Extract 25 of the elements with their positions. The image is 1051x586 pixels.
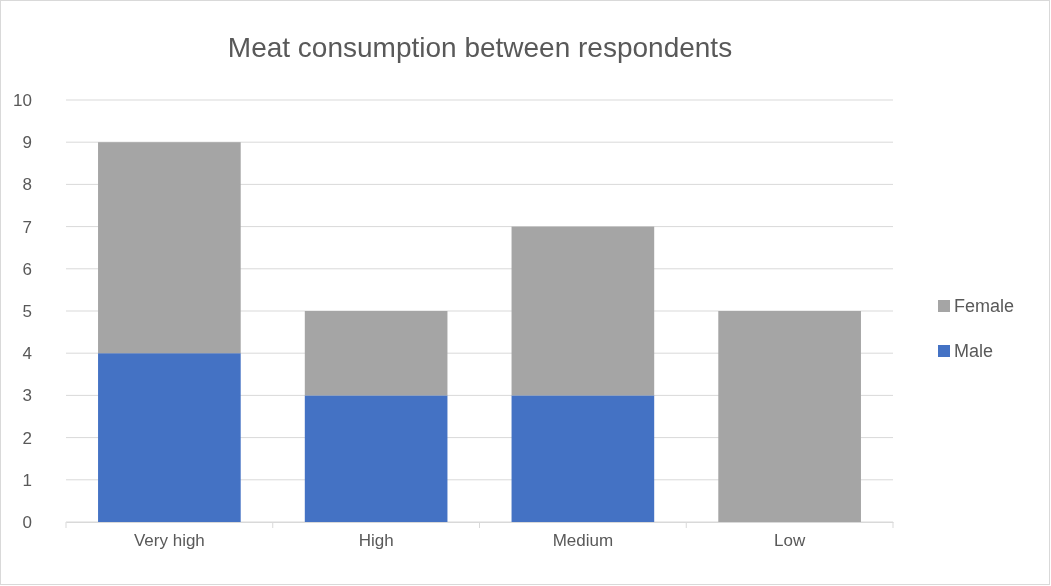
- x-tick-label: Medium: [552, 531, 614, 551]
- bar: [98, 142, 241, 354]
- y-tick-label: 7: [22, 217, 32, 237]
- x-tick-label: High: [358, 531, 394, 551]
- chart-title: Meat consumption between respondents: [227, 32, 733, 63]
- y-tick-label: 6: [22, 259, 32, 279]
- bar: [511, 226, 655, 396]
- y-tick-label: 1: [22, 470, 32, 490]
- legend-label: Female: [954, 296, 1015, 316]
- y-tick-label: 0: [22, 512, 32, 532]
- x-tick-label: Low: [774, 531, 806, 551]
- y-tick-label: 5: [22, 301, 32, 321]
- y-tick-label: 8: [22, 175, 32, 195]
- y-tick-label: 9: [22, 133, 32, 153]
- bar: [511, 395, 655, 522]
- legend-label: Male: [954, 341, 994, 361]
- x-tick-label: Very high: [133, 531, 205, 551]
- bar: [304, 311, 448, 396]
- bar: [718, 311, 861, 522]
- y-tick-label: 10: [13, 90, 32, 110]
- y-tick-label: 3: [22, 386, 32, 406]
- y-tick-label: 4: [22, 344, 32, 364]
- bar: [304, 395, 448, 522]
- y-tick-label: 2: [22, 428, 32, 448]
- bar: [98, 353, 241, 522]
